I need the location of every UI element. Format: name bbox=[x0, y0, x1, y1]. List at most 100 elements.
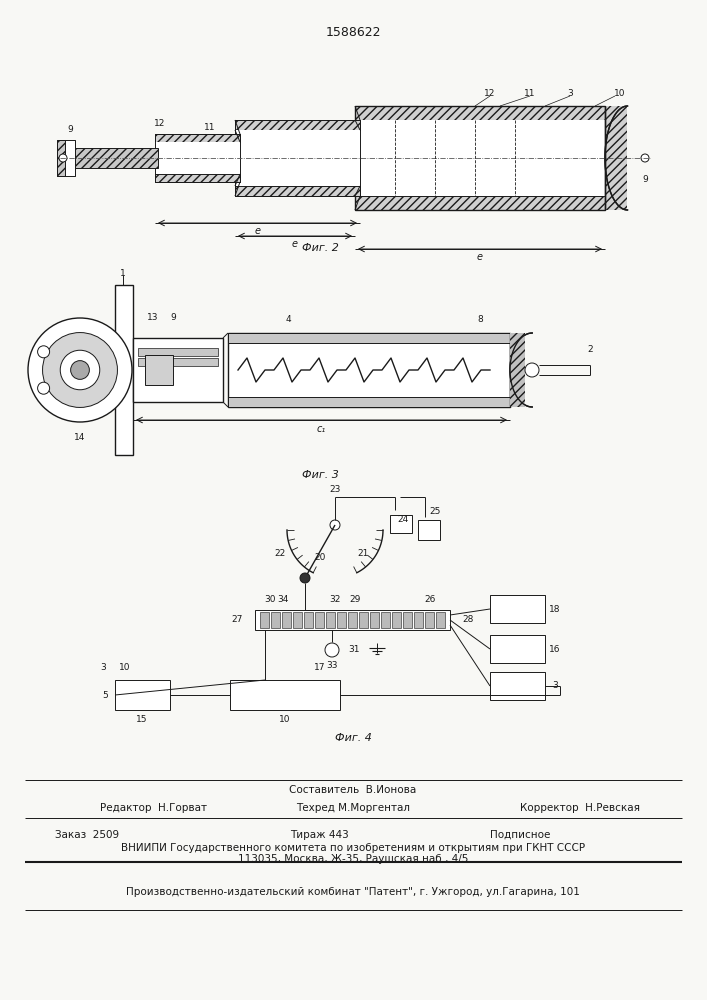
Bar bbox=[293, 612, 302, 628]
Text: 32: 32 bbox=[329, 595, 341, 604]
Bar bbox=[414, 612, 423, 628]
Bar bbox=[337, 612, 346, 628]
Text: Заказ  2509: Заказ 2509 bbox=[55, 830, 119, 840]
Bar bbox=[315, 612, 324, 628]
Text: Редактор  Н.Горват: Редактор Н.Горват bbox=[100, 803, 207, 813]
Text: 10: 10 bbox=[119, 664, 131, 672]
Bar bbox=[230, 680, 340, 710]
Bar bbox=[355, 196, 605, 210]
Bar bbox=[436, 612, 445, 628]
Text: 3: 3 bbox=[100, 664, 106, 672]
Bar bbox=[235, 130, 360, 186]
Text: 1588622: 1588622 bbox=[325, 25, 381, 38]
Bar bbox=[392, 612, 401, 628]
Text: Производственно-издательский комбинат "Патент", г. Ужгород, ул.Гагарина, 101: Производственно-издательский комбинат "П… bbox=[126, 887, 580, 897]
Circle shape bbox=[525, 363, 539, 377]
Bar bbox=[75, 148, 158, 168]
Bar bbox=[155, 134, 240, 182]
Text: e: e bbox=[292, 239, 298, 249]
Bar bbox=[425, 612, 434, 628]
Text: 13: 13 bbox=[147, 314, 159, 322]
Text: e: e bbox=[255, 226, 260, 236]
Text: Корректор  Н.Ревская: Корректор Н.Ревская bbox=[520, 803, 640, 813]
Text: 11: 11 bbox=[525, 90, 536, 99]
Text: 15: 15 bbox=[136, 716, 148, 724]
Bar bbox=[115, 285, 133, 455]
Bar bbox=[403, 612, 412, 628]
Text: 33: 33 bbox=[326, 662, 338, 670]
Bar bbox=[155, 142, 240, 174]
Text: Фиг. 2: Фиг. 2 bbox=[302, 243, 339, 253]
Text: e: e bbox=[477, 252, 483, 262]
Text: 5: 5 bbox=[102, 690, 108, 700]
Text: 17: 17 bbox=[314, 664, 326, 672]
Bar bbox=[235, 186, 360, 196]
Text: 28: 28 bbox=[462, 615, 474, 624]
Circle shape bbox=[37, 346, 49, 358]
Bar bbox=[155, 134, 240, 142]
Bar bbox=[155, 174, 240, 182]
Text: 2: 2 bbox=[588, 346, 592, 355]
Text: 21: 21 bbox=[357, 548, 368, 558]
Text: Фиг. 3: Фиг. 3 bbox=[302, 470, 339, 480]
Bar bbox=[138, 358, 218, 366]
Text: 3: 3 bbox=[567, 90, 573, 99]
Circle shape bbox=[641, 154, 649, 162]
Text: 22: 22 bbox=[274, 548, 286, 558]
Text: Техред М.Моргентал: Техред М.Моргентал bbox=[296, 803, 410, 813]
Circle shape bbox=[71, 361, 89, 379]
Text: 18: 18 bbox=[549, 604, 561, 613]
Text: 27: 27 bbox=[231, 615, 243, 624]
Bar bbox=[355, 120, 605, 196]
Text: 4: 4 bbox=[285, 316, 291, 324]
Bar bbox=[490, 595, 545, 623]
Text: 10: 10 bbox=[614, 90, 626, 99]
Text: Составитель  В.Ионова: Составитель В.Ионова bbox=[289, 785, 416, 795]
Circle shape bbox=[330, 520, 340, 530]
Bar bbox=[57, 140, 75, 176]
Text: 30: 30 bbox=[264, 595, 276, 604]
Text: 12: 12 bbox=[154, 118, 165, 127]
Bar bbox=[304, 612, 313, 628]
Text: c₁: c₁ bbox=[316, 424, 326, 434]
Text: 26: 26 bbox=[424, 595, 436, 604]
Text: 113035, Москва, Ж-35, Раушская наб., 4/5: 113035, Москва, Ж-35, Раушская наб., 4/5 bbox=[238, 854, 468, 864]
Text: 11: 11 bbox=[204, 123, 216, 132]
Bar bbox=[490, 635, 545, 663]
Circle shape bbox=[325, 643, 339, 657]
Bar bbox=[390, 515, 412, 533]
Bar bbox=[228, 333, 510, 407]
Text: Подписное: Подписное bbox=[490, 830, 550, 840]
Text: 12: 12 bbox=[484, 90, 496, 99]
Bar bbox=[255, 610, 450, 630]
Bar bbox=[605, 106, 627, 210]
Text: 20: 20 bbox=[315, 552, 326, 562]
Bar bbox=[370, 612, 379, 628]
Text: 16: 16 bbox=[549, 645, 561, 654]
Bar bbox=[260, 612, 269, 628]
Circle shape bbox=[42, 333, 117, 407]
Bar bbox=[228, 333, 510, 343]
Text: 9: 9 bbox=[642, 176, 648, 184]
Bar bbox=[138, 348, 218, 356]
Circle shape bbox=[37, 382, 49, 394]
Bar bbox=[282, 612, 291, 628]
Text: 8: 8 bbox=[477, 316, 483, 324]
Text: 24: 24 bbox=[397, 516, 409, 524]
Text: 9: 9 bbox=[67, 125, 73, 134]
Bar bbox=[235, 120, 360, 130]
Bar bbox=[145, 355, 173, 385]
Text: 10: 10 bbox=[279, 716, 291, 724]
Bar bbox=[228, 397, 510, 407]
Bar bbox=[418, 520, 440, 540]
Text: 3: 3 bbox=[552, 682, 558, 690]
Text: 9: 9 bbox=[170, 314, 176, 322]
Bar bbox=[348, 612, 357, 628]
Text: 23: 23 bbox=[329, 486, 341, 494]
Bar bbox=[235, 120, 360, 196]
Text: 1: 1 bbox=[120, 268, 126, 277]
Text: 14: 14 bbox=[74, 432, 86, 442]
Bar bbox=[359, 612, 368, 628]
Text: 25: 25 bbox=[429, 506, 440, 516]
Text: ВНИИПИ Государственного комитета по изобретениям и открытиям при ГКНТ СССР: ВНИИПИ Государственного комитета по изоб… bbox=[121, 843, 585, 853]
